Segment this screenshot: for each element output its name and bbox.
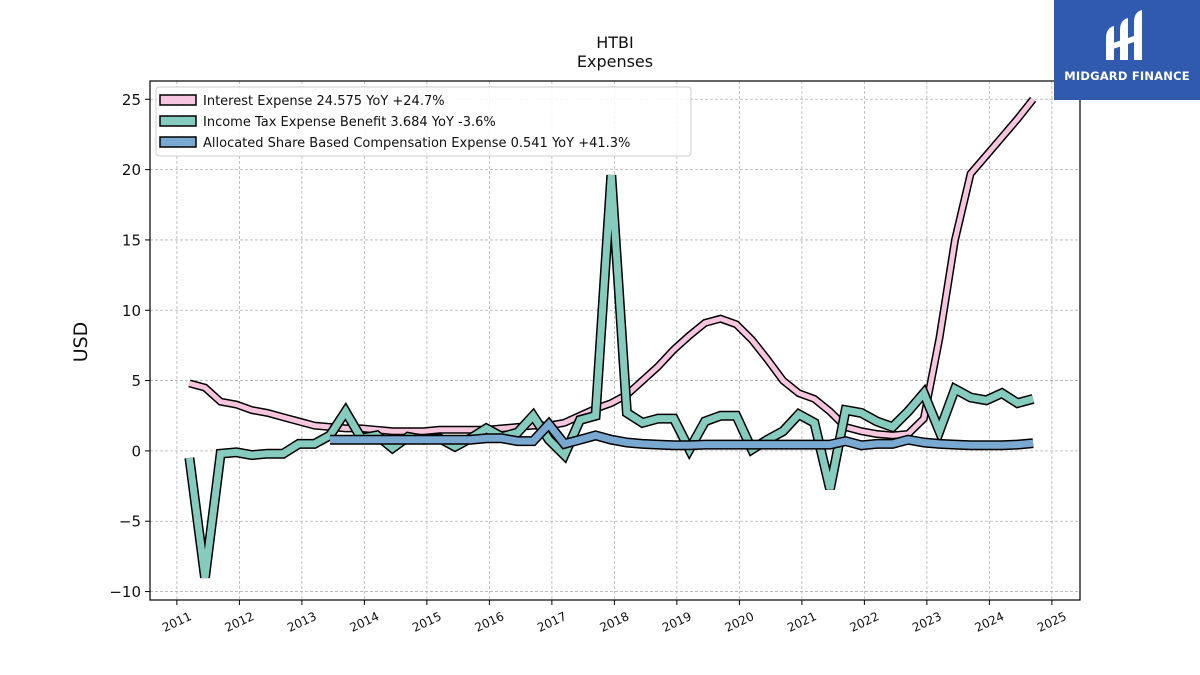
- x-tick-label: 2021: [785, 609, 819, 635]
- legend-box: [155, 86, 692, 157]
- plot-area: [184, 96, 1037, 579]
- series-line: [330, 418, 1034, 449]
- chart-title: HTBI: [596, 33, 634, 52]
- y-tick-label: 10: [122, 302, 141, 320]
- legend-label: Allocated Share Based Compensation Expen…: [203, 136, 630, 151]
- x-tick-label: 2014: [348, 609, 382, 635]
- x-tick-label: 2013: [285, 609, 319, 635]
- x-tick-label: 2018: [598, 609, 632, 635]
- plot-frame: [149, 80, 1081, 601]
- x-tick-label: 2022: [848, 609, 882, 635]
- y-axis-label: USD: [70, 322, 92, 363]
- x-tick-label: 2012: [223, 609, 257, 635]
- x-tick-label: 2025: [1035, 609, 1069, 635]
- y-tick-label: −5: [119, 513, 141, 531]
- x-tick-label: 2016: [473, 609, 507, 635]
- brand-logo: MIDGARD FINANCE: [1054, 0, 1200, 100]
- series-line-outline: [184, 174, 1035, 579]
- x-tick-label: 2020: [723, 609, 757, 635]
- x-tick-label: 2023: [910, 609, 944, 635]
- y-tick-label: 15: [122, 231, 141, 249]
- x-tick-label: 2015: [410, 609, 444, 635]
- chart-subtitle: Expenses: [577, 52, 653, 71]
- x-tick-label: 2024: [973, 609, 1007, 635]
- brand-name: MIDGARD FINANCE: [1064, 69, 1190, 83]
- legend-swatch: [159, 136, 197, 148]
- x-tick-label: 2017: [535, 609, 569, 635]
- y-tick-label: 25: [122, 91, 141, 109]
- legend-label: Income Tax Expense Benefit 3.684 YoY -3.…: [203, 115, 496, 130]
- y-tick-label: 20: [122, 161, 141, 179]
- y-tick-label: −10: [109, 583, 141, 601]
- legend-swatch: [159, 94, 197, 106]
- legend-label: Interest Expense 24.575 YoY +24.7%: [203, 94, 445, 109]
- y-tick-label: 0: [131, 442, 141, 460]
- brand-mark-icon: [1106, 10, 1142, 60]
- x-tick-label: 2019: [660, 609, 694, 635]
- legend: Interest Expense 24.575 YoY +24.7% Income…: [155, 86, 692, 157]
- legend-swatch: [159, 115, 197, 127]
- x-tick-label: 2011: [160, 609, 194, 635]
- y-tick-label: 5: [131, 372, 141, 390]
